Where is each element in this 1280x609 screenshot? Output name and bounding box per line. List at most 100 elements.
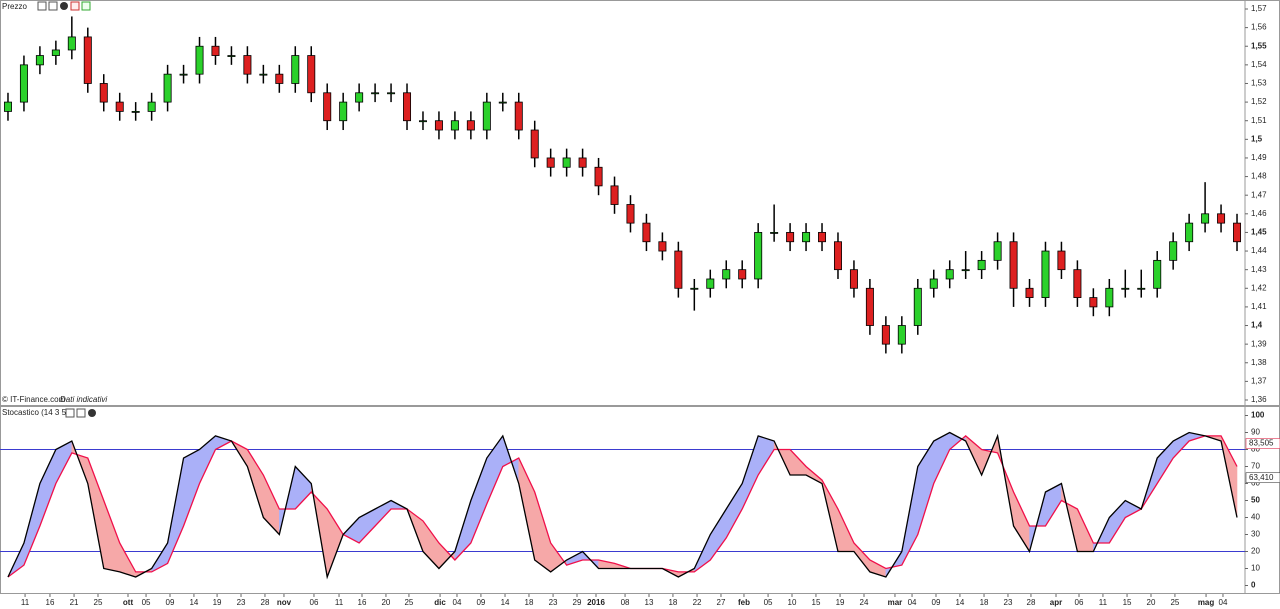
x-tick-label: 09 bbox=[932, 598, 941, 607]
y-tick-label: 50 bbox=[1251, 496, 1260, 505]
candle-body bbox=[1201, 213, 1210, 224]
candle-body bbox=[1185, 222, 1194, 243]
y-tick-label: 60 bbox=[1251, 479, 1260, 488]
candle-body bbox=[897, 325, 906, 345]
y-tick-label: 1,37 bbox=[1251, 376, 1267, 385]
candle-body bbox=[99, 83, 108, 103]
x-tick-label: 29 bbox=[573, 598, 582, 607]
x-tick-label: 18 bbox=[668, 598, 677, 607]
panel-icons[interactable] bbox=[37, 1, 91, 11]
candle-body bbox=[1089, 297, 1098, 308]
icon-window[interactable] bbox=[48, 1, 58, 11]
x-tick-label: 16 bbox=[46, 598, 55, 607]
stoch-line bbox=[7, 435, 1238, 578]
icon-close[interactable] bbox=[60, 2, 68, 10]
candle-body bbox=[498, 101, 507, 104]
icon-add[interactable] bbox=[70, 1, 80, 11]
x-tick-label: 04 bbox=[1219, 598, 1228, 607]
value-flag-label: 63,410 bbox=[1249, 473, 1274, 482]
candle-body bbox=[610, 185, 619, 205]
candle-body bbox=[131, 111, 140, 113]
icon-close[interactable] bbox=[88, 409, 96, 417]
candle-body bbox=[706, 278, 715, 289]
x-tick-label: 16 bbox=[358, 598, 367, 607]
x-tick-label: 23 bbox=[237, 598, 246, 607]
candle-body bbox=[1025, 287, 1034, 298]
candle-body bbox=[977, 259, 986, 271]
candle-body bbox=[546, 157, 555, 168]
candle-body bbox=[450, 120, 459, 131]
x-tick-label: 06 bbox=[310, 598, 319, 607]
y-tick-label: 10 bbox=[1251, 564, 1260, 573]
candle-body bbox=[626, 204, 635, 224]
candle-body bbox=[243, 55, 252, 75]
candle-body bbox=[19, 64, 28, 103]
price-title: Prezzo bbox=[2, 2, 27, 11]
y-tick-label: 1,44 bbox=[1251, 246, 1267, 255]
x-tick-label: mar bbox=[888, 598, 903, 607]
x-tick-label: 20 bbox=[1147, 598, 1156, 607]
candle-body bbox=[993, 241, 1002, 261]
candle-body bbox=[1137, 287, 1146, 290]
candle-body bbox=[371, 92, 380, 95]
candle-body bbox=[530, 129, 539, 159]
x-tick-label: 09 bbox=[476, 598, 485, 607]
x-tick-label: 11 bbox=[21, 598, 30, 607]
candle-body bbox=[83, 36, 92, 84]
candle-body bbox=[1009, 241, 1018, 289]
x-tick-label: 04 bbox=[453, 598, 462, 607]
x-tick-label: 23 bbox=[1004, 598, 1013, 607]
candle-body bbox=[562, 157, 571, 168]
y-tick-label: 1,46 bbox=[1251, 209, 1267, 218]
candle-body bbox=[3, 101, 12, 112]
x-tick-label: mag bbox=[1198, 598, 1215, 607]
y-tick-label: 1,54 bbox=[1251, 60, 1267, 69]
icon-window[interactable] bbox=[76, 408, 86, 418]
icon-settings[interactable] bbox=[37, 1, 47, 11]
stoch-title: Stocastico (14 3 5) bbox=[2, 408, 69, 417]
x-tick-label: 08 bbox=[621, 598, 630, 607]
x-tick-label: 14 bbox=[501, 598, 510, 607]
x-tick-label: 23 bbox=[549, 598, 558, 607]
icon-settings[interactable] bbox=[65, 408, 75, 418]
x-tick-label: apr bbox=[1050, 598, 1062, 607]
source: © IT-Finance.com bbox=[2, 395, 66, 404]
y-tick-label: 1,51 bbox=[1251, 116, 1267, 125]
x-tick-label: 14 bbox=[189, 598, 198, 607]
candle-body bbox=[945, 269, 954, 280]
x-tick-label: 2016 bbox=[587, 598, 605, 607]
y-tick-label: 100 bbox=[1251, 411, 1265, 420]
candle-body bbox=[514, 101, 523, 131]
candle-body bbox=[67, 36, 76, 51]
y-tick-label: 40 bbox=[1251, 513, 1260, 522]
candle-body bbox=[961, 269, 970, 272]
candle-body bbox=[291, 55, 300, 84]
candle-body bbox=[1057, 250, 1066, 271]
x-tick-label: 14 bbox=[955, 598, 964, 607]
candle-body bbox=[179, 73, 188, 76]
y-tick-label: 1,53 bbox=[1251, 79, 1267, 88]
stoch-icons[interactable] bbox=[65, 408, 96, 418]
candle-body bbox=[418, 120, 427, 123]
y-tick-label: 1,42 bbox=[1251, 283, 1267, 292]
x-tick-label: 05 bbox=[142, 598, 151, 607]
x-tick-label: feb bbox=[738, 598, 750, 607]
y-tick-label: 1,49 bbox=[1251, 153, 1267, 162]
candle-body bbox=[754, 232, 763, 280]
y-tick-label: 1,47 bbox=[1251, 190, 1267, 199]
icon-up[interactable] bbox=[81, 1, 91, 11]
y-tick-label: 1,39 bbox=[1251, 339, 1267, 348]
candle-body bbox=[51, 49, 60, 56]
y-tick-label: 0 bbox=[1251, 581, 1256, 590]
y-tick-label: 1,38 bbox=[1251, 358, 1267, 367]
candle-body bbox=[865, 287, 874, 326]
candle-body bbox=[163, 73, 172, 103]
y-tick-label: 70 bbox=[1251, 462, 1260, 471]
x-tick-label: 22 bbox=[693, 598, 702, 607]
x-tick-label: 15 bbox=[812, 598, 821, 607]
source-note: Dati indicativi bbox=[60, 395, 107, 404]
x-tick-label: 06 bbox=[1075, 598, 1084, 607]
x-tick-label: 18 bbox=[980, 598, 989, 607]
y-tick-label: 1,36 bbox=[1251, 395, 1267, 404]
